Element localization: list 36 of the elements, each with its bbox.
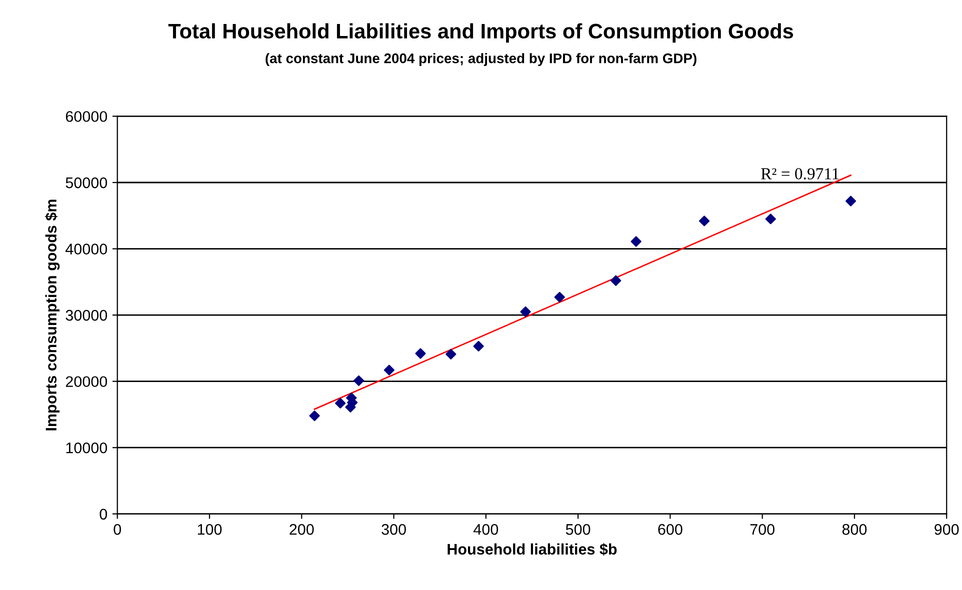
y-tick-label: 30000 <box>66 310 108 321</box>
y-tick-label: 40000 <box>66 244 108 254</box>
point <box>309 410 320 422</box>
x-tick-label: 100 <box>198 524 222 535</box>
point <box>554 292 565 302</box>
point <box>384 364 394 376</box>
chart-title: Total Household Liabilities and Imports of Consumption Goods <box>168 23 794 43</box>
chart-subtitle: (at constant June 2004 prices; adjusted by IPD for non-farm GDP) <box>266 53 696 66</box>
point <box>446 348 456 360</box>
x-tick-label: 200 <box>290 524 314 535</box>
x-tick-label: 900 <box>934 524 959 535</box>
point <box>845 196 856 206</box>
x-tick-label: 600 <box>658 524 682 535</box>
x-tick-label: 700 <box>750 524 774 535</box>
point <box>353 375 364 386</box>
point <box>698 216 710 226</box>
y-tick-label: 0 <box>100 508 108 520</box>
x-tick-label: 400 <box>474 524 498 535</box>
x-tick-label: 0 <box>114 524 122 535</box>
y-tick-label: 50000 <box>66 177 108 188</box>
y-tick-label: 20000 <box>66 376 108 388</box>
point <box>335 398 346 409</box>
annotation: R² = 0.9711 <box>761 168 839 180</box>
y-axis-title: Imports consumption goods $m <box>45 200 60 430</box>
point <box>610 275 622 286</box>
x-axis-title: Household liabilities $b <box>448 543 617 556</box>
y-tick-label: 60000 <box>66 111 108 122</box>
point <box>473 340 484 352</box>
point <box>765 214 776 224</box>
x-tick-label: 800 <box>842 524 867 535</box>
point <box>630 236 642 247</box>
point <box>520 306 531 318</box>
y-tick-label: 10000 <box>66 442 108 454</box>
x-tick-label: 500 <box>566 524 590 535</box>
x-tick-label: 300 <box>382 524 406 535</box>
point <box>415 348 426 359</box>
